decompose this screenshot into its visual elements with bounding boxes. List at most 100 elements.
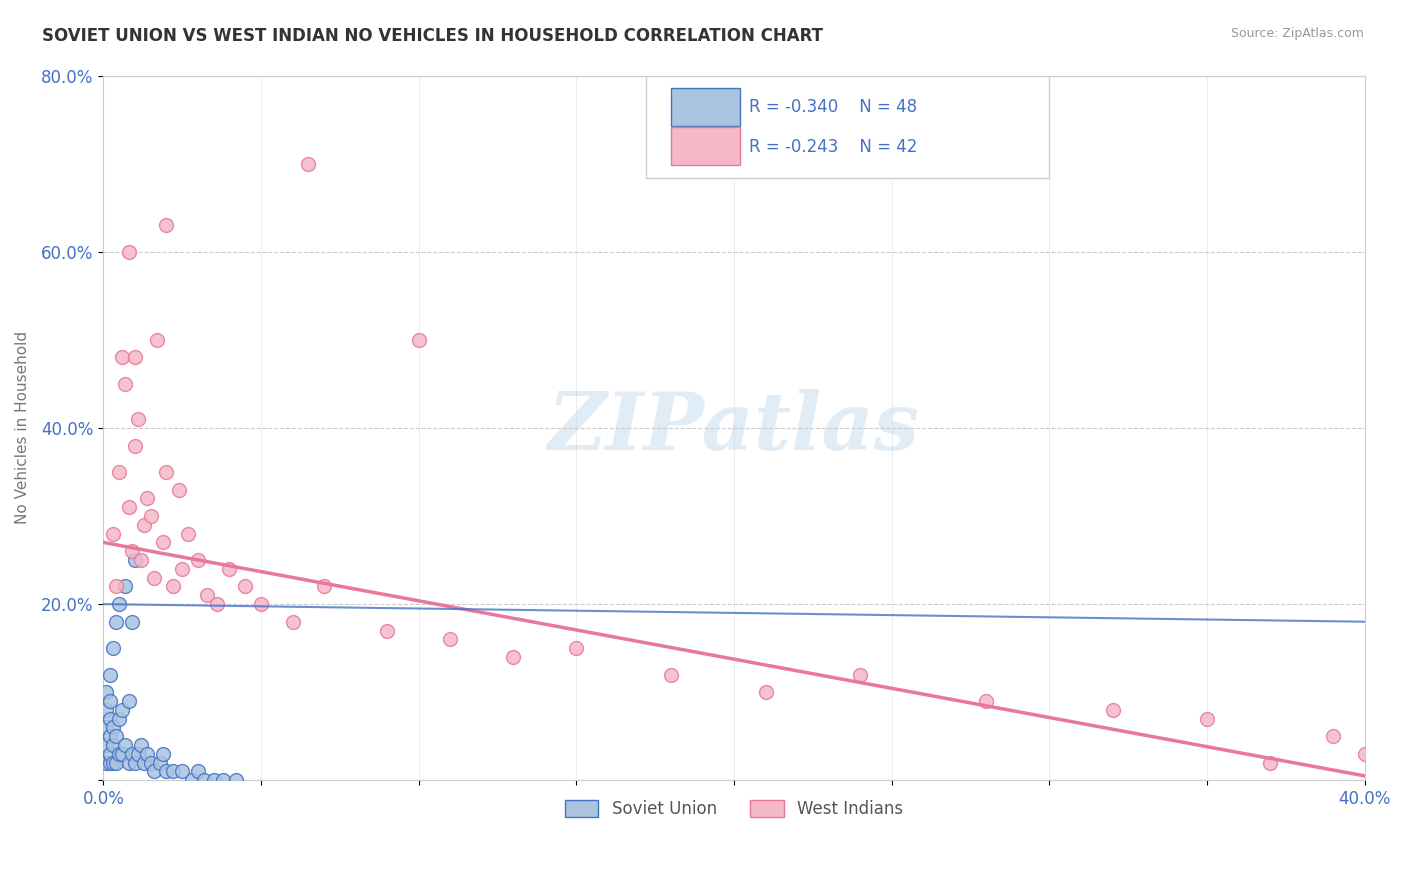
Point (104, 579, 127, 593)
Point (117, 756, 139, 770)
Point (1101, 703, 1123, 717)
Point (108, 465, 131, 479)
Point (121, 615, 143, 629)
Point (108, 597, 131, 611)
Point (162, 579, 184, 593)
Point (96, 703, 118, 717)
Point (146, 333, 169, 347)
Legend: Soviet Union, West Indians: Soviet Union, West Indians (558, 793, 910, 825)
Point (117, 244, 139, 259)
Text: R = -0.340    N = 48: R = -0.340 N = 48 (749, 98, 917, 116)
Point (205, 597, 228, 611)
Point (142, 764, 165, 779)
Point (212, 773, 235, 788)
Point (177, 526, 200, 541)
Point (139, 756, 162, 770)
Point (155, 219, 177, 233)
Point (127, 412, 149, 426)
Point (124, 351, 146, 365)
Point (250, 597, 273, 611)
Point (111, 747, 134, 761)
Point (281, 615, 304, 629)
Point (172, 562, 194, 576)
Point (659, 667, 682, 681)
Point (96, 721, 118, 735)
Point (124, 756, 146, 770)
Point (375, 624, 398, 638)
Point (297, 156, 319, 170)
Point (98, 694, 121, 708)
Point (96, 685, 118, 699)
Point (180, 773, 202, 788)
Point (439, 632, 461, 647)
Point (1258, 756, 1281, 770)
Point (111, 351, 134, 365)
Point (121, 747, 143, 761)
Point (114, 376, 136, 391)
Point (502, 650, 524, 665)
Point (172, 764, 194, 779)
Point (225, 773, 247, 788)
Point (162, 764, 184, 779)
Point (124, 553, 146, 567)
Point (114, 738, 136, 752)
Point (101, 641, 124, 656)
Point (101, 721, 124, 735)
Point (976, 694, 998, 708)
Point (108, 747, 131, 761)
Point (129, 553, 152, 567)
Text: SOVIET UNION VS WEST INDIAN NO VEHICLES IN HOUSEHOLD CORRELATION CHART: SOVIET UNION VS WEST INDIAN NO VEHICLES … (42, 27, 823, 45)
Point (134, 756, 156, 770)
Point (98, 747, 121, 761)
Point (98, 756, 121, 770)
Point (134, 517, 156, 532)
Y-axis label: No Vehicles in Household: No Vehicles in Household (15, 331, 30, 524)
FancyBboxPatch shape (671, 87, 741, 126)
Point (136, 747, 159, 761)
Point (108, 712, 131, 726)
Point (155, 465, 177, 479)
Point (1322, 729, 1344, 743)
Point (98, 729, 121, 743)
Point (101, 756, 124, 770)
Point (197, 588, 219, 602)
Point (218, 562, 240, 576)
Point (101, 526, 124, 541)
Point (155, 764, 177, 779)
Point (193, 773, 215, 788)
FancyBboxPatch shape (671, 128, 741, 165)
Point (124, 438, 146, 452)
Point (167, 483, 190, 497)
Point (129, 738, 152, 752)
FancyBboxPatch shape (645, 76, 1049, 178)
Point (104, 615, 127, 629)
Point (849, 667, 872, 681)
Point (142, 571, 165, 585)
Point (96, 756, 118, 770)
Point (117, 500, 139, 515)
Point (139, 508, 162, 523)
Point (202, 773, 225, 788)
Point (187, 553, 209, 567)
Point (187, 764, 209, 779)
Text: ZIPatlas: ZIPatlas (548, 389, 920, 467)
Point (233, 579, 256, 593)
Point (114, 579, 136, 593)
Point (96, 738, 118, 752)
Point (152, 535, 174, 549)
Point (117, 694, 139, 708)
Point (98, 712, 121, 726)
Point (98, 667, 121, 681)
Point (101, 738, 124, 752)
Point (755, 685, 778, 699)
Point (127, 747, 149, 761)
Point (152, 747, 174, 761)
Point (1354, 747, 1376, 761)
Point (314, 579, 336, 593)
Text: R = -0.243    N = 42: R = -0.243 N = 42 (749, 138, 918, 156)
Point (104, 756, 127, 770)
Point (149, 756, 172, 770)
Point (565, 641, 588, 656)
Point (136, 491, 159, 506)
Text: Source: ZipAtlas.com: Source: ZipAtlas.com (1230, 27, 1364, 40)
